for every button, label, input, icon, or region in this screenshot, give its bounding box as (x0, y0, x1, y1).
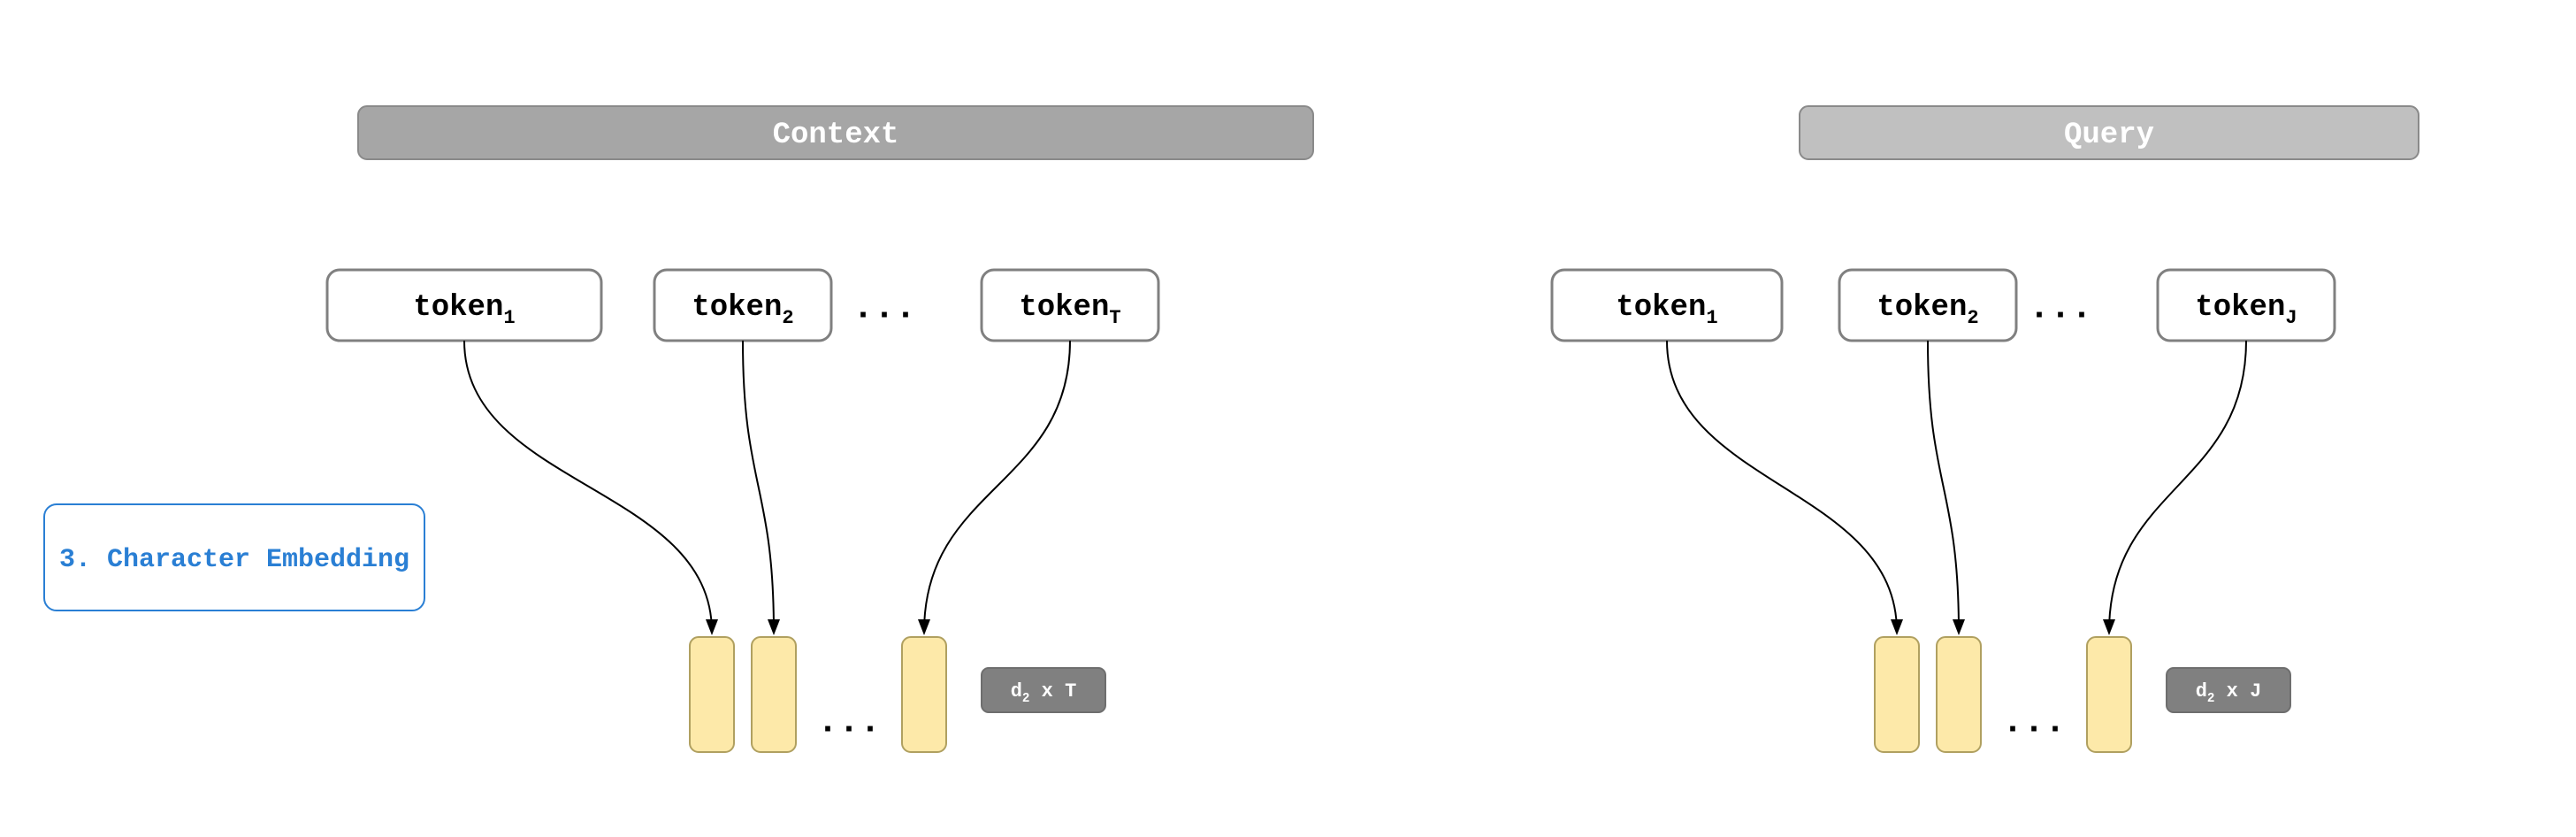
context-dim-label: d2 x T (1011, 680, 1077, 706)
query-arrow-2 (2109, 341, 2246, 632)
query-dim-label: d2 x J (2196, 680, 2262, 706)
context-arrow-2 (924, 341, 1070, 632)
context-token-label-0: token1 (413, 291, 515, 329)
context-arrow-1 (743, 341, 774, 632)
query-token-label-2: tokenJ (2195, 291, 2297, 329)
query-embed-ellipsis: ... (2002, 703, 2066, 743)
context-embed-block-0 (690, 637, 734, 752)
query-header-label: Query (2064, 119, 2154, 152)
query-embed-block-1 (1937, 637, 1981, 752)
query-token-label-1: token2 (1877, 291, 1978, 329)
query-token-label-0: token1 (1616, 291, 1717, 329)
context-embed-block-1 (752, 637, 796, 752)
context-embed-block-2 (902, 637, 946, 752)
query-embed-block-0 (1875, 637, 1919, 752)
step-label-text: 3. Character Embedding (59, 545, 409, 575)
context-header-label: Context (773, 119, 899, 152)
query-arrow-0 (1667, 341, 1897, 632)
query-embed-block-2 (2087, 637, 2131, 752)
context-arrow-0 (464, 341, 712, 632)
context-embed-ellipsis: ... (817, 703, 881, 743)
embedding-diagram: Context Query token1 token2 tokenT token1 toke… (0, 0, 2576, 837)
context-token-label-2: tokenT (1019, 291, 1120, 329)
query-arrow-1 (1928, 341, 1959, 632)
context-token-ellipsis: ... (852, 289, 916, 329)
query-token-ellipsis: ... (2029, 289, 2092, 329)
context-token-label-1: token2 (692, 291, 793, 329)
